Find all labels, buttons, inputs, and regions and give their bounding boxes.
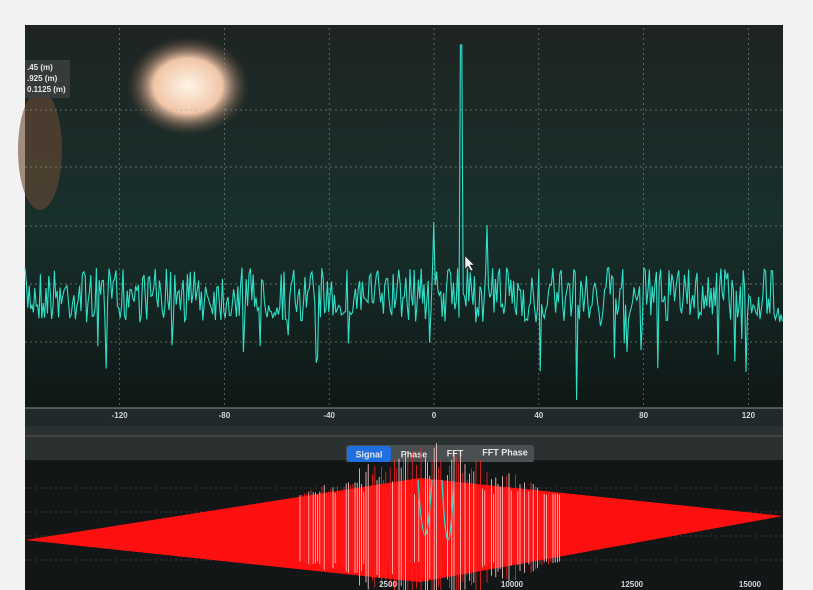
x-tick-label: 0 <box>432 411 437 420</box>
x-tick-label: 10000 <box>501 580 524 589</box>
x-tick-label: -40 <box>323 411 335 420</box>
readout-box <box>25 60 70 98</box>
fft-phase-curve <box>417 479 455 541</box>
mouse-cursor <box>464 255 475 272</box>
x-tick-label: -80 <box>219 411 231 420</box>
readout-line: .45 (m) <box>27 63 53 72</box>
x-tick-label: -120 <box>112 411 129 420</box>
light-glare <box>126 36 250 136</box>
x-tick-label: 120 <box>742 411 756 420</box>
x-tick-label: 2500 <box>379 580 397 589</box>
signal-trace <box>24 44 783 401</box>
tab-bar <box>346 445 534 463</box>
x-axis-strip <box>25 408 783 426</box>
x-tick-label: 40 <box>534 411 543 420</box>
tab[interactable]: FFT Phase <box>482 447 528 457</box>
fft-envelope <box>25 478 783 582</box>
tab[interactable]: Signal <box>355 449 382 459</box>
tab-selected-bg <box>347 446 391 462</box>
readout-line: 0.1125 (m) <box>27 85 66 94</box>
x-tick-label: 15000 <box>739 580 762 589</box>
reflection <box>18 90 62 210</box>
tab[interactable]: Phase <box>401 449 428 459</box>
tab[interactable]: FFT <box>447 448 464 458</box>
x-tick-label: 80 <box>639 411 648 420</box>
x-tick-label: 12500 <box>621 580 644 589</box>
fft-lines <box>299 443 560 590</box>
readout-line: .925 (m) <box>27 74 58 83</box>
